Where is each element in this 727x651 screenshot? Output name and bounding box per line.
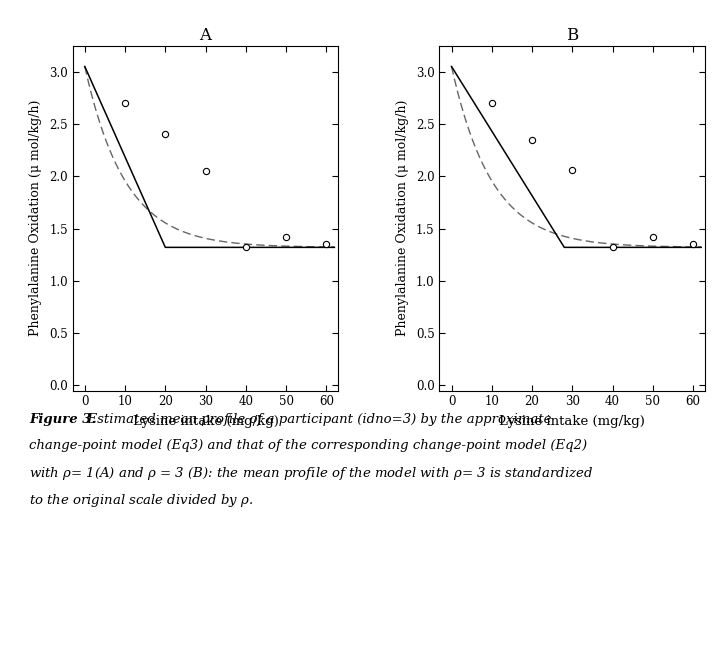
Text: change-point model (Eq3) and that of the corresponding change-point model (Eq2): change-point model (Eq3) and that of the… (29, 439, 587, 452)
Text: Estimated mean profile of a participant (idno=3) by the approximate: Estimated mean profile of a participant … (79, 413, 551, 426)
X-axis label: Lysine intake (mg/kg): Lysine intake (mg/kg) (132, 415, 278, 428)
Y-axis label: Phenylalanine Oxidation (μ mol/kg/h): Phenylalanine Oxidation (μ mol/kg/h) (29, 100, 42, 337)
Title: B: B (566, 27, 579, 44)
Text: to the original scale divided by $\rho$.: to the original scale divided by $\rho$. (29, 492, 254, 508)
Y-axis label: Phenylalanine Oxidation (μ mol/kg/h): Phenylalanine Oxidation (μ mol/kg/h) (396, 100, 409, 337)
X-axis label: Lysine intake (mg/kg): Lysine intake (mg/kg) (499, 415, 646, 428)
Text: Figure 3.: Figure 3. (29, 413, 96, 426)
Title: A: A (200, 27, 212, 44)
Text: with $\rho$= 1(A) and $\rho$ = 3 (B): the mean profile of the model with $\rho$=: with $\rho$= 1(A) and $\rho$ = 3 (B): th… (29, 465, 593, 482)
